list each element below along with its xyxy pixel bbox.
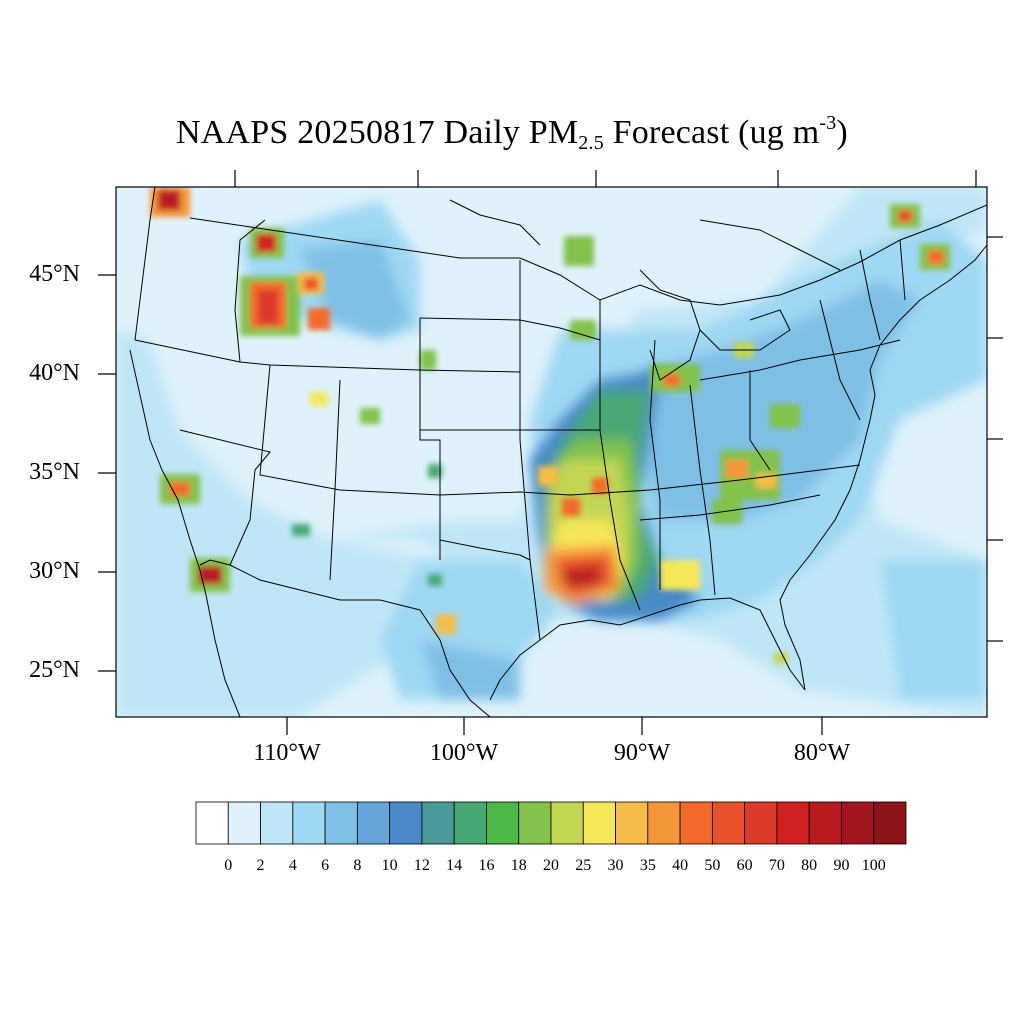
colorbar-swatch <box>518 801 552 845</box>
lon-label: 110°W <box>253 740 321 766</box>
colorbar-swatch <box>776 801 810 845</box>
colorbar-swatch <box>227 801 261 845</box>
colorbar-swatch <box>744 801 778 845</box>
lat-label: 30°N <box>29 558 80 584</box>
lon-label: 100°W <box>429 740 499 766</box>
lon-label: 90°W <box>613 740 671 766</box>
lon-label: 80°W <box>793 740 851 766</box>
tick-marks <box>98 170 1003 735</box>
lat-label: 35°N <box>29 459 80 485</box>
boundary-lines <box>129 187 987 717</box>
colorbar-swatch <box>582 801 616 845</box>
colorbar-swatch <box>324 801 358 845</box>
colorbar-swatch <box>647 801 681 845</box>
colorbar-swatch <box>486 801 520 845</box>
colorbar-tick-label: 18 <box>510 857 527 874</box>
colorbar-swatch <box>195 801 229 845</box>
colorbar-tick-label: 25 <box>575 857 592 874</box>
lat-label: 25°N <box>29 657 80 683</box>
colorbar-tick-label: 10 <box>381 857 398 874</box>
colorbar-tick-label: 16 <box>478 857 495 874</box>
colorbar-swatch <box>679 801 713 845</box>
colorbar-swatch <box>389 801 423 845</box>
colorbar-swatch <box>550 801 584 845</box>
colorbar-tick-label: 80 <box>801 857 818 874</box>
colorbar-tick-label: 50 <box>704 857 721 874</box>
colorbar-tick-label: 35 <box>639 857 656 874</box>
colorbar-tick-label: 30 <box>607 857 624 874</box>
colorbar-swatch <box>841 801 875 845</box>
colorbar-swatch <box>260 801 294 845</box>
colorbar-swatch <box>615 801 649 845</box>
colorbar-swatch <box>711 801 746 845</box>
colorbar-tick-label: 12 <box>413 857 430 874</box>
colorbar-swatch <box>292 801 326 845</box>
colorbar-tick-label: 2 <box>256 857 265 874</box>
colorbar-tick-label: 100 <box>861 857 886 874</box>
colorbar-swatch <box>356 801 391 845</box>
colorbar-tick-label: 14 <box>446 857 463 874</box>
lat-label: 40°N <box>29 360 80 386</box>
colorbar-tick-label: 40 <box>672 857 689 874</box>
colorbar-tick-label: 8 <box>353 857 362 874</box>
colorbar-tick-label: 90 <box>833 857 850 874</box>
colorbar-swatch <box>808 801 842 845</box>
map-frame <box>115 186 988 718</box>
concentration-field <box>116 187 987 717</box>
colorbar-tick-label: 70 <box>768 857 785 874</box>
colorbar-swatch <box>421 801 455 845</box>
colorbar-tick-label: 0 <box>224 857 233 874</box>
colorbar <box>195 801 907 845</box>
colorbar-tick-label: 4 <box>288 857 297 874</box>
colorbar-tick-label: 20 <box>543 857 559 874</box>
map-title: NAAPS 20250817 Daily PM2.5 Forecast (ug … <box>176 112 848 154</box>
lat-label: 45°N <box>29 261 80 287</box>
colorbar-swatch <box>873 801 907 845</box>
colorbar-swatch <box>453 801 487 845</box>
colorbar-tick-label: 6 <box>321 857 330 874</box>
colorbar-tick-label: 60 <box>736 857 753 874</box>
